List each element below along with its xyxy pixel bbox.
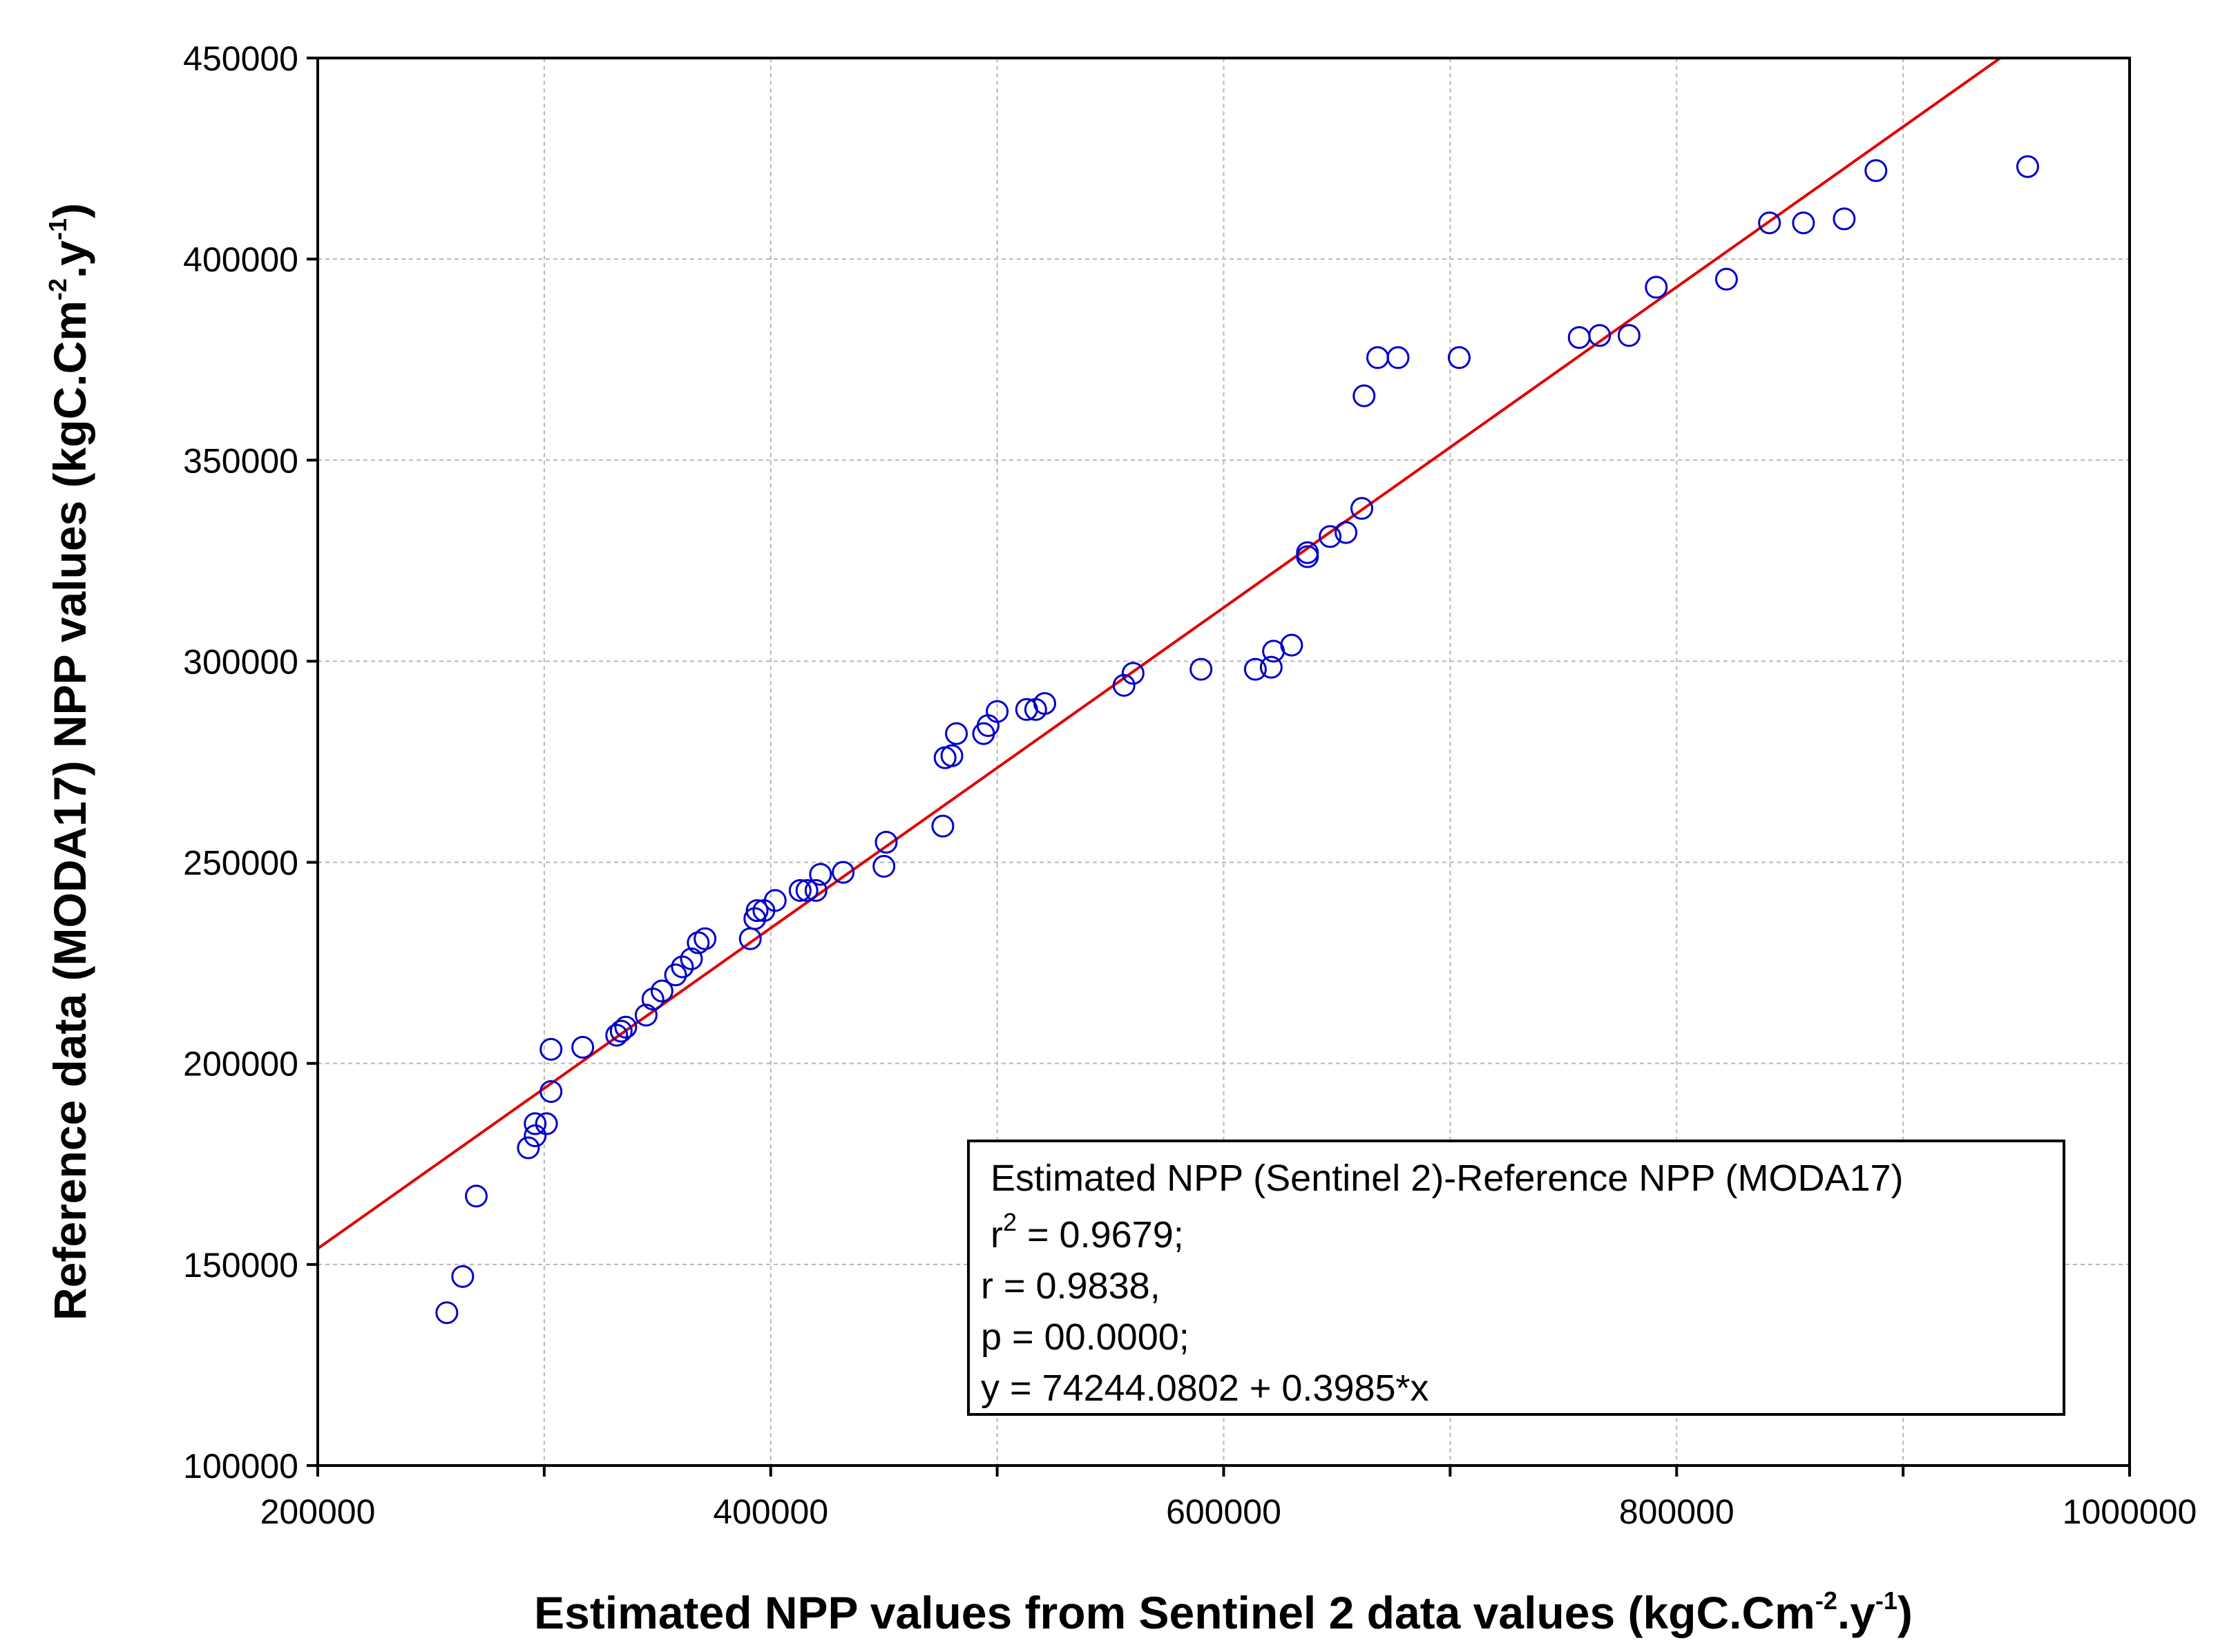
data-point [694, 927, 717, 950]
data-point [1319, 525, 1342, 548]
data-point [788, 878, 812, 902]
legend-title: Estimated NPP (Sentinel 2)-Reference NPP… [991, 1158, 1904, 1199]
legend: Estimated NPP (Sentinel 2)-Reference NPP… [967, 1140, 2065, 1416]
y-tick-label: 200000 [183, 1045, 298, 1084]
data-point [940, 744, 964, 767]
data-point [614, 1015, 638, 1039]
data-point [634, 1003, 658, 1027]
y-tick-label: 250000 [183, 844, 298, 883]
data-point [1335, 521, 1358, 544]
x-tick-label: 400000 [713, 1492, 828, 1531]
data-point [664, 963, 687, 987]
data-point [763, 889, 787, 912]
y-tick-label: 300000 [183, 642, 298, 681]
legend-box [967, 1140, 2065, 1416]
legend-p: p = 00.0000; [981, 1316, 1189, 1358]
tick-labels: 200000 400000 600000 800000 1000000 100000 150… [183, 39, 2197, 1531]
data-point [451, 1265, 475, 1288]
data-point [539, 1079, 563, 1103]
data-point [1758, 211, 1781, 235]
data-point [1112, 673, 1136, 697]
data-point [804, 878, 828, 902]
x-tick-label: 200000 [260, 1492, 376, 1531]
data-point [1296, 541, 1319, 564]
y-tick-label: 400000 [183, 240, 298, 279]
data-point [517, 1136, 540, 1160]
data-points [435, 155, 2039, 1325]
data-point [1352, 384, 1376, 407]
data-point [609, 1019, 633, 1043]
data-point [832, 861, 855, 884]
data-point [539, 1037, 563, 1061]
y-tick-label: 450000 [183, 39, 298, 78]
data-point [1121, 662, 1145, 685]
legend-equation: y = 74244.0802 + 0.3985*x [981, 1367, 1429, 1409]
x-tick-label: 800000 [1619, 1492, 1734, 1531]
data-point [809, 863, 832, 886]
y-tick-label: 100000 [183, 1447, 298, 1486]
data-point [986, 700, 1009, 723]
data-point [1243, 657, 1267, 681]
data-point [535, 1112, 558, 1135]
data-point [1386, 346, 1410, 369]
y-axis-label: Reference data (MODA17) NPP values (kgC.… [44, 203, 95, 1320]
data-point [931, 814, 955, 838]
data-point [687, 931, 710, 954]
data-point [1280, 633, 1303, 657]
data-point [680, 947, 703, 970]
data-point [945, 722, 968, 745]
data-point [874, 830, 898, 854]
data-point [465, 1184, 488, 1208]
data-point [1833, 207, 1856, 231]
x-tick-label: 600000 [1166, 1492, 1281, 1531]
data-point [1792, 211, 1815, 235]
data-point [795, 878, 819, 902]
y-tick-label: 350000 [183, 441, 298, 480]
data-point [1259, 655, 1283, 679]
legend-r2: r2 = 0.9679; [991, 1208, 1184, 1256]
data-point [1447, 346, 1471, 369]
regression-line-group [316, 57, 2002, 1250]
data-point [571, 1035, 595, 1059]
data-point [650, 979, 673, 1003]
data-point [745, 899, 769, 922]
data-point [1350, 497, 1374, 520]
data-point [1588, 324, 1612, 347]
axis-ticks [307, 57, 2131, 1477]
data-point [524, 1112, 547, 1135]
data-point [1645, 276, 1668, 299]
x-axis-label: Estimated NPP values from Sentinel 2 dat… [534, 1586, 1913, 1638]
regression-line [316, 57, 2002, 1250]
data-point [1617, 324, 1641, 347]
data-point [1033, 692, 1056, 715]
y-tick-label: 150000 [183, 1246, 298, 1285]
data-point [1864, 159, 1888, 182]
data-point [1714, 267, 1738, 291]
data-point [435, 1301, 459, 1325]
data-point [2016, 155, 2039, 178]
data-point [1189, 657, 1213, 681]
x-tick-label: 1000000 [2063, 1492, 2197, 1531]
legend-r: r = 0.9838, [981, 1265, 1160, 1307]
data-point [872, 854, 896, 878]
data-point [524, 1124, 547, 1148]
